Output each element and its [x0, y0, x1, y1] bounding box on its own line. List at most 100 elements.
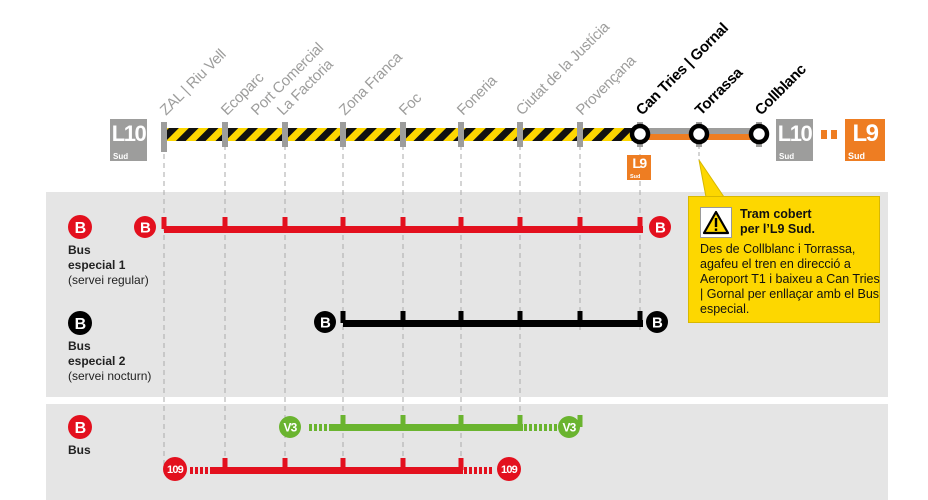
route-bus-especial-1-stop [637, 217, 643, 229]
bus-icon [314, 311, 336, 333]
station-label: Zona Franca [336, 48, 406, 118]
route-109-icon [163, 457, 187, 481]
metro-line: L10 Sud L10 Sud L9 Sud L9 Sud [110, 119, 885, 198]
l9-badge-end: L9 Sud [845, 119, 885, 161]
note-title-1: Tram cobert [740, 207, 812, 221]
closure-note: Tram cobert per l’L9 Sud. Des de Collblan… [688, 196, 880, 323]
route-v3-stop [517, 415, 523, 427]
v3-icon [279, 416, 301, 438]
l10-badge-end-sub: Sud [779, 152, 794, 161]
bus-legend-label: (servei nocturn) [68, 369, 151, 383]
connector-dash [831, 130, 837, 139]
route-bus-especial-2-stop [637, 311, 643, 323]
station-tick [282, 122, 288, 147]
l10-badge-start-bg [110, 119, 147, 161]
l9-badge-end-label: L9 [852, 120, 878, 147]
l9-badge-transfer-bg [627, 155, 651, 180]
route-dash [210, 467, 213, 474]
route-dash [489, 467, 492, 474]
bus-legend-icon [68, 415, 92, 439]
l9-badge-transfer-label: L9 [632, 155, 647, 171]
route-dash [534, 424, 537, 431]
bus-legend-label: (servei regular) [68, 273, 149, 287]
bus-legend-icon-label: B [75, 220, 86, 237]
station-circle [748, 123, 770, 145]
bus-legend-label: Bus [68, 339, 91, 353]
route-109-icon-label: 109 [501, 464, 518, 476]
bus-icon-label: B [655, 219, 666, 236]
route-dash [205, 467, 208, 474]
route-109-stop [222, 458, 228, 470]
station-tick [340, 122, 346, 147]
station-tick [400, 122, 406, 147]
station-circle [629, 123, 651, 145]
route-109-stop [458, 458, 464, 470]
route-dash [549, 424, 552, 431]
bus-legend-label: especial 2 [68, 354, 126, 368]
bus-icon-label: B [652, 314, 663, 331]
station-tick [458, 122, 464, 147]
station-label: Collblanc [752, 61, 810, 119]
route-v3 [330, 424, 523, 431]
bus-icon [646, 311, 668, 333]
route-v3-stop [340, 415, 346, 427]
route-bus-especial-2-stop [400, 311, 406, 323]
route-109-icon-label: 109 [167, 464, 184, 476]
route-dash [190, 467, 193, 474]
route-bus-especial-1-stop [577, 217, 583, 229]
bus-legend-icon-label: B [75, 420, 86, 437]
route-109-stop [340, 458, 346, 470]
l9-badge-end-bg [845, 119, 885, 161]
route-v3-stop [458, 415, 464, 427]
v3-icon [558, 416, 580, 438]
route-dash [479, 467, 482, 474]
route-bus-especial-2-stop [577, 311, 583, 323]
panel-regular-buses [46, 404, 888, 500]
connector-dash [821, 130, 827, 139]
route-109-stop [282, 458, 288, 470]
note-pointer [698, 159, 725, 198]
route-bus-especial-1-stop [458, 217, 464, 229]
bus-icon-label: B [320, 314, 331, 331]
route-dash [329, 424, 332, 431]
route-bus-especial-1 [164, 226, 643, 233]
route-109 [213, 467, 463, 474]
route-v3-stop [577, 415, 583, 427]
route-dash [195, 467, 198, 474]
route-dash [524, 424, 527, 431]
note-title-2: per l’L9 Sud. [740, 222, 816, 236]
l10-badge-start-label: L10 [112, 121, 147, 146]
bus-legend-icon [68, 215, 92, 239]
route-bus-especial-1-stop [222, 217, 228, 229]
station-tick [222, 122, 228, 147]
route-dash [200, 467, 203, 474]
station-label: Torrassa [692, 64, 747, 119]
route-dash [529, 424, 532, 431]
route-dash [464, 467, 467, 474]
route-dash [309, 424, 312, 431]
route-bus-especial-1-stop [517, 217, 523, 229]
bus-icon [649, 216, 671, 238]
route-bus-especial-1-stop [340, 217, 346, 229]
warning-icon [700, 207, 732, 238]
route-bus-especial-1-stop [161, 217, 167, 229]
route-dash [314, 424, 317, 431]
route-v3-stop [400, 415, 406, 427]
station-tick [517, 122, 523, 147]
bus-icon-label: B [140, 219, 151, 236]
bus-icon [134, 216, 156, 238]
l10-badge-end-label: L10 [778, 121, 813, 146]
route-109-icon [497, 457, 521, 481]
route-bus-especial-1-stop [282, 217, 288, 229]
l9-badge-end-sub: Sud [848, 151, 865, 161]
station-tick [577, 122, 583, 147]
l10-badge-end: L10 Sud [776, 119, 814, 161]
route-bus-especial-2-stop [340, 311, 346, 323]
route-bus-especial-2-stop [458, 311, 464, 323]
station-circle [688, 123, 710, 145]
bus-legend-icon [68, 311, 92, 335]
route-dash [554, 424, 557, 431]
route-bus-especial-2 [343, 320, 643, 327]
